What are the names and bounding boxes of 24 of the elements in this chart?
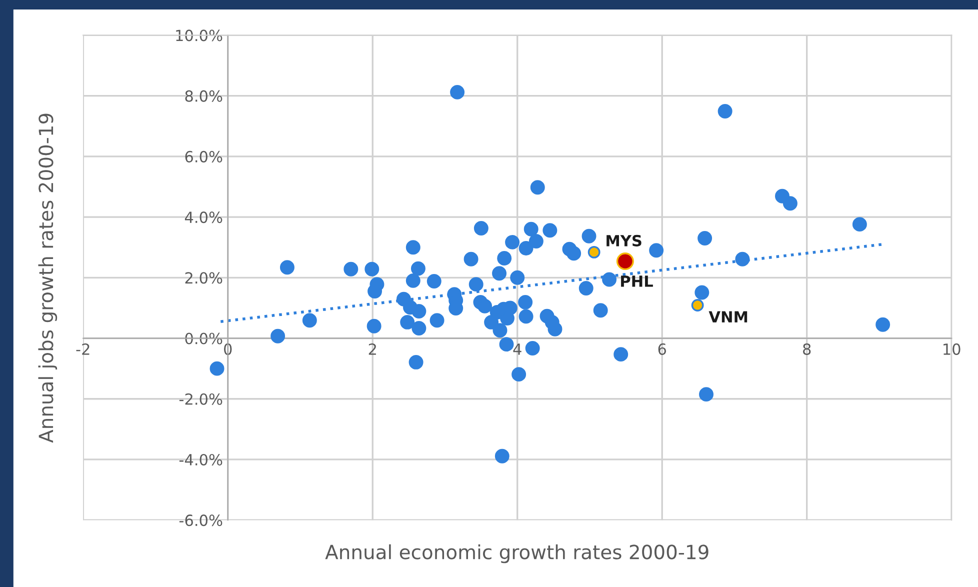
point xyxy=(588,246,600,258)
y-tick-label: 10.0% xyxy=(176,30,222,42)
x-tick-label: 8 xyxy=(803,343,811,355)
y-tick-label: -4.0% xyxy=(179,454,222,466)
y-tick-label: 4.0% xyxy=(184,212,222,224)
y-tick-label: 0.0% xyxy=(185,332,222,344)
y-tick-label: 6.0% xyxy=(185,150,222,162)
x-tick-label: 6 xyxy=(658,343,666,355)
y-tick-label: -6.0% xyxy=(179,514,222,526)
x-tick-label: -2 xyxy=(76,343,90,355)
x-tick-label: 10 xyxy=(944,343,960,355)
x-tick-label: 2 xyxy=(368,343,376,355)
y-tick-label: 8.0% xyxy=(185,90,222,102)
y-axis-title: Annual jobs growth rates 2000-19 xyxy=(38,114,58,443)
y-tick-label: -2.0% xyxy=(179,393,222,405)
x-axis-title: Annual economic growth rates 2000-19 xyxy=(325,544,708,564)
annotation: MYS xyxy=(606,234,642,246)
annotation: VNM xyxy=(708,311,748,322)
point xyxy=(691,299,704,312)
y-tick-label: 2.0% xyxy=(185,272,222,284)
annotation: PHL xyxy=(621,276,653,287)
x-tick-label: 4 xyxy=(513,344,522,355)
x-tick-label: 0 xyxy=(224,343,232,355)
point xyxy=(616,252,634,270)
